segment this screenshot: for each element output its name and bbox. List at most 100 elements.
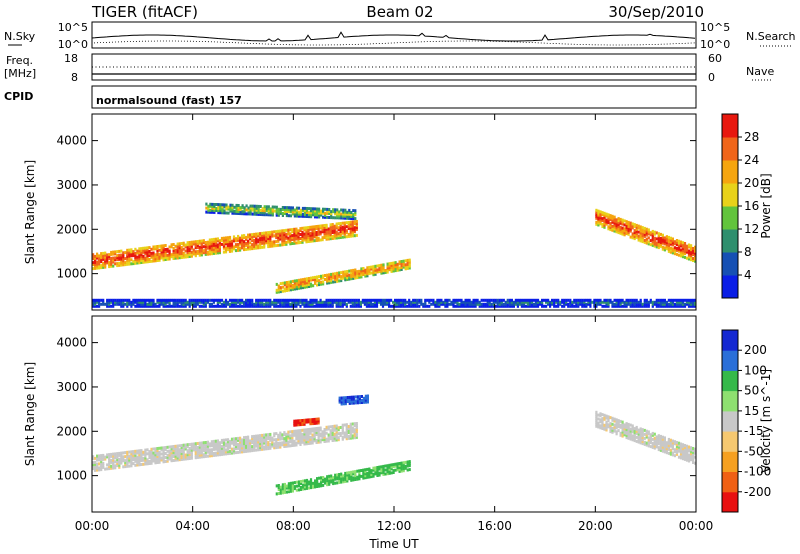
- range-gate: [249, 300, 252, 304]
- range-gate: [659, 304, 662, 308]
- range-gate: [106, 257, 109, 261]
- range-gate: [259, 304, 262, 308]
- range-gate: [339, 426, 342, 429]
- range-gate: [170, 255, 173, 259]
- range-gate: [384, 464, 387, 468]
- range-gate: [305, 482, 309, 486]
- range-gate: [208, 246, 211, 250]
- range-gate: [659, 244, 662, 248]
- range-gate: [128, 252, 131, 256]
- range-gate: [287, 288, 290, 292]
- range-gate: [239, 208, 242, 212]
- range-gate: [343, 302, 346, 306]
- range-gate: [257, 298, 260, 302]
- range-gate: [122, 259, 125, 263]
- range-gate: [309, 211, 313, 215]
- range-gate: [110, 264, 113, 268]
- range-gate: [349, 430, 352, 434]
- range-gate: [390, 304, 393, 308]
- range-gate: [291, 304, 294, 308]
- range-gate: [452, 300, 455, 304]
- range-gate: [355, 422, 358, 425]
- range-gate: [166, 304, 169, 308]
- range-gate: [158, 258, 161, 262]
- range-gate: [283, 289, 286, 293]
- range-gate: [364, 396, 367, 400]
- range-gate: [631, 222, 634, 226]
- range-gate: [198, 239, 201, 243]
- range-gate: [261, 304, 264, 308]
- range-gate: [655, 443, 658, 447]
- range-gate: [188, 253, 191, 256]
- range-gate: [536, 304, 540, 308]
- range-gate: [351, 430, 354, 434]
- range-gate: [325, 298, 328, 302]
- range-gate: [106, 467, 109, 471]
- range-gate: [192, 248, 195, 252]
- range-gate: [261, 209, 264, 213]
- range-gate: [351, 436, 354, 440]
- range-gate: [314, 213, 317, 217]
- range-gate: [311, 420, 314, 424]
- range-gate: [279, 233, 282, 237]
- range-gate: [406, 260, 409, 264]
- range-gate: [377, 298, 381, 302]
- cpid-panel: [91, 85, 697, 109]
- range-gate: [230, 451, 234, 455]
- range-gate: [311, 418, 314, 422]
- range-gate: [322, 274, 325, 278]
- range-gate: [366, 471, 369, 475]
- range-gate: [351, 224, 354, 228]
- range-gate: [323, 428, 326, 431]
- range-gate: [299, 435, 302, 438]
- range-gate: [150, 300, 153, 304]
- range-gate: [186, 302, 189, 306]
- range-gate: [609, 424, 612, 428]
- range-gate: [373, 304, 377, 308]
- range-gate: [148, 456, 151, 459]
- range-gate: [384, 468, 387, 472]
- range-gate: [253, 208, 256, 212]
- range-gate: [687, 455, 691, 459]
- range-gate: [363, 302, 366, 306]
- range-gate: [325, 439, 328, 443]
- range-gate: [625, 222, 628, 226]
- range-gate: [547, 300, 550, 304]
- range-gate: [599, 210, 602, 214]
- range-gate: [595, 414, 598, 418]
- range-gate: [643, 304, 646, 308]
- range-gate: [216, 439, 219, 443]
- range-gate: [478, 302, 481, 306]
- range-gate: [365, 304, 368, 308]
- range-gate: [317, 438, 320, 442]
- range-gate: [687, 257, 691, 261]
- range-gate: [279, 243, 282, 247]
- range-gate: [643, 428, 646, 432]
- range-gate: [349, 224, 352, 228]
- range-gate: [609, 214, 612, 218]
- freq-panel: [91, 53, 697, 81]
- range-gate: [144, 298, 147, 302]
- range-gate: [267, 237, 270, 241]
- range-gate: [263, 298, 266, 302]
- range-gate: [174, 302, 177, 306]
- range-gate: [281, 243, 284, 247]
- range-gate: [442, 302, 445, 306]
- range-gate: [114, 460, 117, 464]
- range-gate: [337, 234, 340, 238]
- range-gate: [194, 252, 197, 256]
- range-gate: [194, 240, 197, 244]
- range-gate: [671, 241, 674, 245]
- range-gate: [136, 249, 139, 253]
- range-gate: [227, 207, 230, 211]
- range-gate: [259, 244, 262, 248]
- range-gate: [325, 431, 328, 435]
- range-gate: [386, 466, 389, 470]
- range-gate: [334, 216, 337, 220]
- range-gate: [643, 240, 646, 244]
- range-gate: [301, 487, 305, 491]
- range-gate: [202, 251, 205, 255]
- range-gate: [271, 205, 274, 209]
- range-gate: [299, 229, 302, 232]
- range-gate: [534, 304, 538, 308]
